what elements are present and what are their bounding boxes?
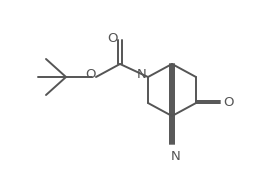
Text: O: O (223, 96, 233, 110)
Text: O: O (107, 33, 117, 45)
Text: N: N (171, 150, 181, 162)
Text: O: O (85, 68, 95, 81)
Text: N: N (137, 68, 147, 81)
